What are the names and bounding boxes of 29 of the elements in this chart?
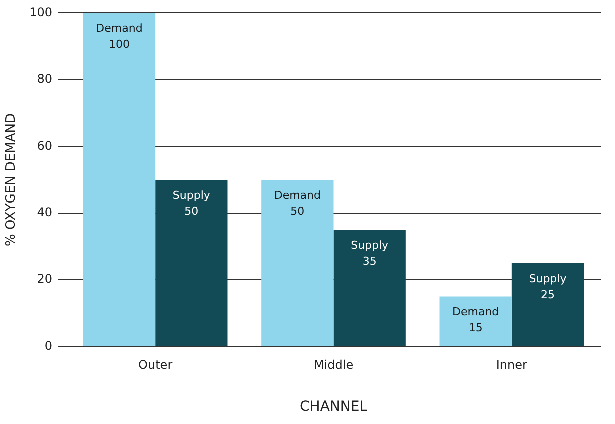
data-label: 35 <box>362 254 377 268</box>
data-label: 25 <box>540 288 555 302</box>
bar <box>334 230 406 346</box>
series-label: Supply <box>172 188 211 202</box>
x-tick-label: Inner <box>496 358 528 372</box>
bar <box>440 296 512 346</box>
series-label: Demand <box>96 22 143 36</box>
bar <box>512 263 584 346</box>
data-label: 50 <box>184 204 199 218</box>
data-label: 15 <box>468 322 483 335</box>
y-tick-label: 60 <box>37 138 53 153</box>
y-tick-label: 20 <box>37 272 53 286</box>
x-axis-title: CHANNEL <box>300 399 368 416</box>
text: Demand <box>452 306 500 319</box>
text: Supply <box>529 272 567 286</box>
data-label: 100 <box>109 38 130 52</box>
data-label: 50 <box>290 204 305 218</box>
x-tick-label: Middle <box>314 358 354 372</box>
y-axis-title: % OXYGEN DEMAND <box>4 114 20 246</box>
bar <box>156 180 228 346</box>
bar <box>262 180 334 346</box>
text: Supply <box>351 238 389 252</box>
y-tick-label: 80 <box>37 72 53 86</box>
y-tick-label: 100 <box>30 5 53 20</box>
y-tick-label: 40 <box>37 205 53 220</box>
bar <box>83 13 156 346</box>
text: Demand <box>274 188 321 202</box>
x-tick-label: Outer <box>138 358 173 372</box>
y-tick-label: 0 <box>44 338 53 353</box>
